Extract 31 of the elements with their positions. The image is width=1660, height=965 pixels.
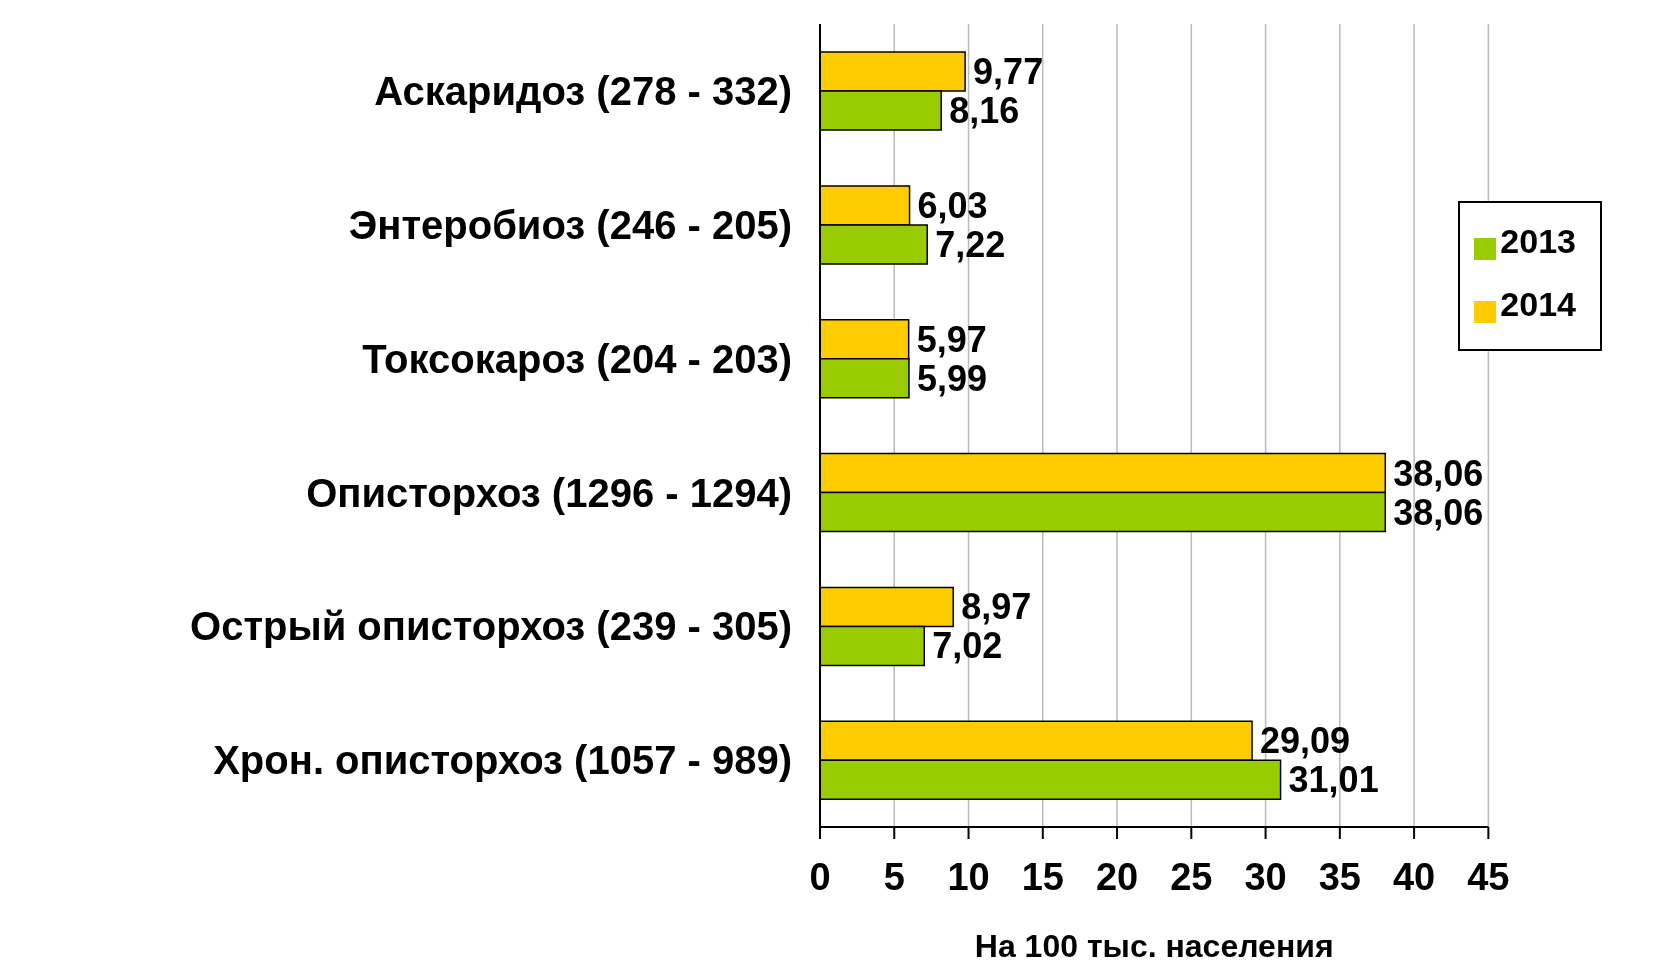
legend-label: 2013 <box>1500 222 1576 260</box>
x-tick-label: 0 <box>809 855 831 898</box>
x-tick-label: 35 <box>1318 855 1361 898</box>
data-label: 31,01 <box>1288 759 1379 801</box>
data-label: 38,06 <box>1393 452 1484 494</box>
y-tick-label: Хрон. описторхоз (1057 - 989) <box>213 738 792 783</box>
y-tick-label: Аскаридоз (278 - 332) <box>374 69 792 114</box>
x-tick-label: 25 <box>1170 855 1213 898</box>
data-label: 6,03 <box>917 184 988 226</box>
x-tick-label: 10 <box>947 855 990 898</box>
y-tick-label: Энтеробиоз (246 - 205) <box>348 202 792 247</box>
x-tick-label: 20 <box>1095 855 1139 898</box>
data-label: 29,09 <box>1260 720 1351 762</box>
y-tick-label: Токсокароз (204 - 203) <box>362 336 792 381</box>
data-label: 8,97 <box>961 586 1032 628</box>
x-tick-label: 15 <box>1021 855 1064 898</box>
y-tick-label: Описторхоз (1296 - 1294) <box>306 470 792 515</box>
x-tick-label: 5 <box>883 855 905 898</box>
x-tick-label: 30 <box>1244 855 1287 898</box>
data-label: 7,22 <box>935 223 1006 265</box>
legend-label: 2014 <box>1500 285 1576 323</box>
x-axis-title: На 100 тыс. населения <box>974 928 1334 964</box>
data-label: 38,06 <box>1393 491 1484 533</box>
x-tick-label: 40 <box>1392 855 1436 898</box>
data-label: 7,02 <box>932 625 1003 667</box>
data-label: 5,99 <box>916 357 988 399</box>
data-label: 9,77 <box>973 51 1044 93</box>
x-tick-label: 45 <box>1467 855 1510 898</box>
data-label: 5,97 <box>916 318 987 360</box>
y-tick-label: Острый описторхоз (239 - 305) <box>190 604 792 649</box>
data-label: 8,16 <box>949 90 1020 132</box>
